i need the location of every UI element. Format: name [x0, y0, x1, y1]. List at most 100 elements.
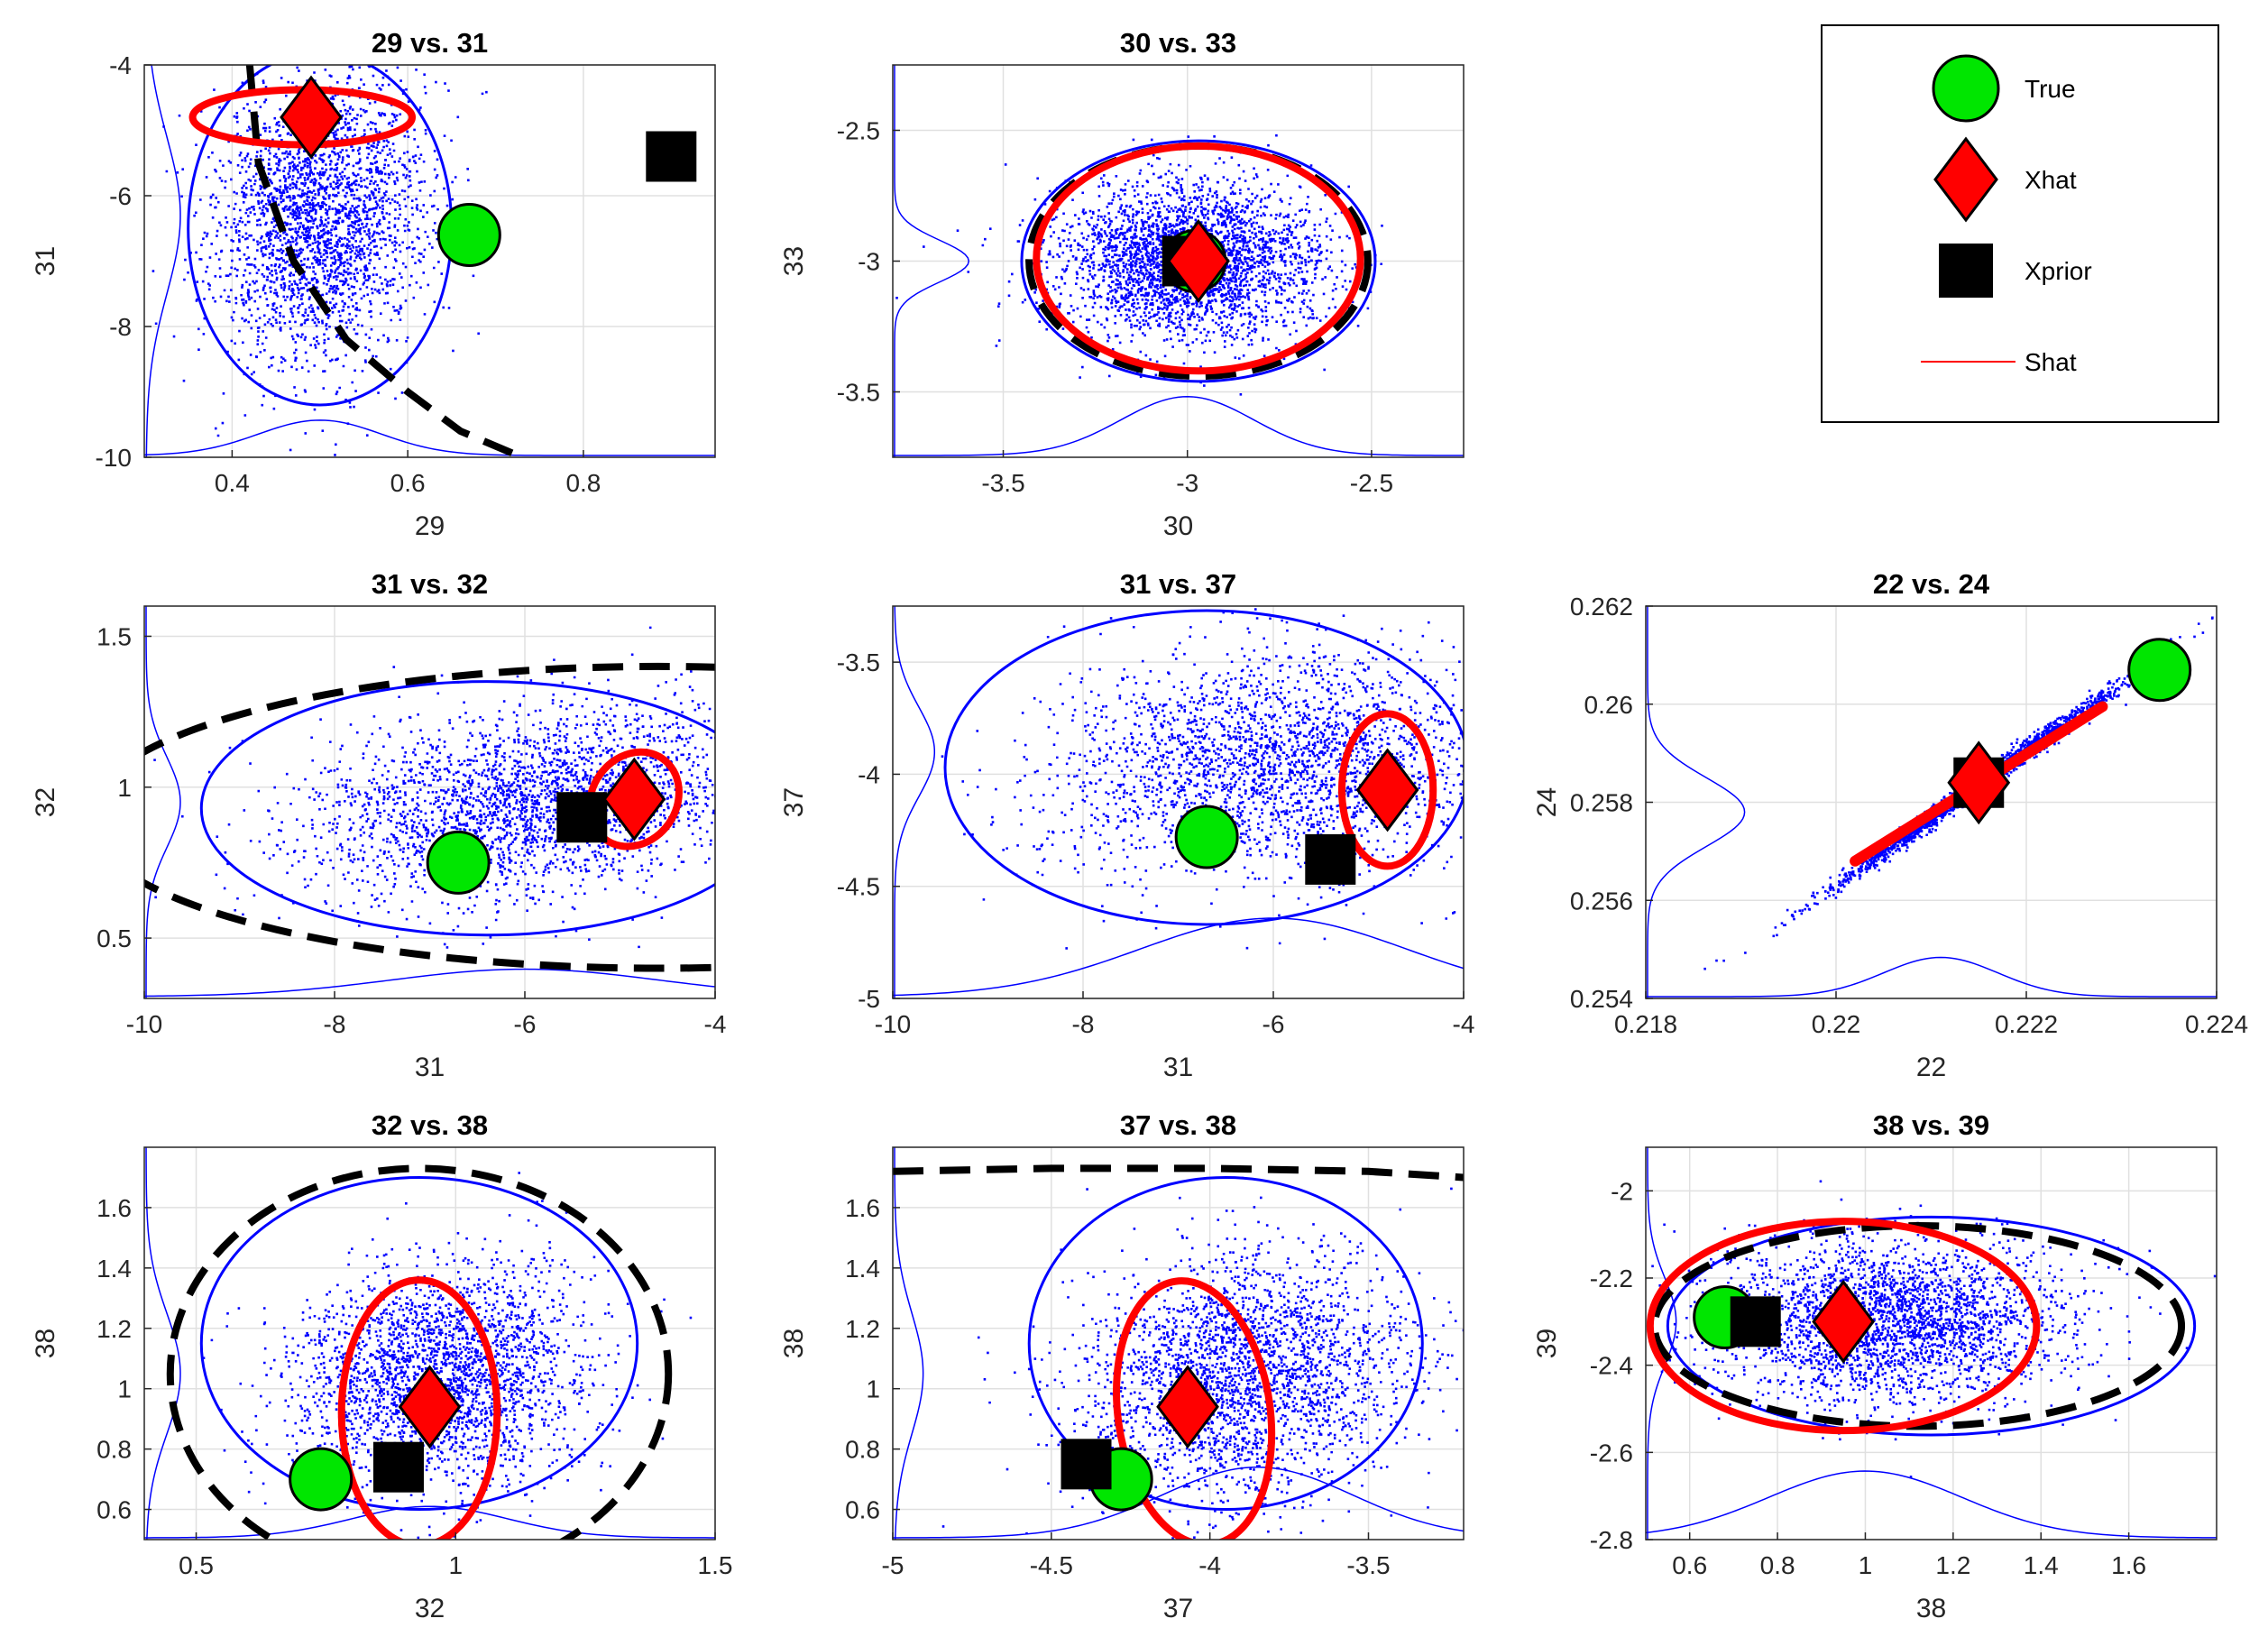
true-marker — [426, 830, 491, 895]
x-marginal-curve — [893, 917, 1464, 997]
legend-xhat-label: Xhat — [2025, 166, 2077, 194]
y-tick-label: -5 — [858, 985, 880, 1013]
x-tick-label: 0.8 — [565, 469, 601, 497]
x-tick-label: 0.6 — [390, 469, 426, 497]
scatter-points — [895, 133, 1383, 396]
legend-entry-true: True — [1932, 54, 2076, 123]
y-tick-label: -8 — [109, 313, 132, 341]
y-axis-label: 39 — [1532, 1329, 1562, 1358]
y-tick-label: 1.4 — [96, 1255, 132, 1283]
x-tick-label: 0.4 — [215, 469, 250, 497]
x-marginal-curve — [893, 1466, 1464, 1539]
y-marginal-curve — [1647, 1147, 1677, 1540]
x-tick-label: 1.2 — [1935, 1551, 1970, 1579]
subplot-title: 31 vs. 32 — [372, 568, 488, 600]
y-tick-label: 1 — [866, 1375, 880, 1403]
xhat-marker — [280, 75, 343, 160]
y-axis-label: 37 — [779, 787, 809, 817]
subplot-1: 0.4 0.6 0.8 -10 -8 -6 -4 29 vs. 31 29 31 — [31, 27, 716, 541]
x-tick-label: -3 — [1176, 469, 1198, 497]
plot-content — [893, 606, 1464, 998]
x-axis-label: 32 — [415, 1594, 445, 1623]
y-tick-label: 0.262 — [1570, 593, 1633, 621]
plot-content — [144, 1147, 715, 1540]
xprior-marker — [372, 1441, 424, 1493]
x-tick-label: -6 — [514, 1010, 537, 1038]
x-tick-label: -10 — [875, 1010, 911, 1038]
xprior-marker — [646, 131, 697, 182]
y-tick-label: 1.5 — [96, 622, 132, 650]
y-tick-label: 0.26 — [1584, 691, 1634, 719]
y-tick-label: -2.8 — [1590, 1526, 1633, 1554]
subplot-title: 32 vs. 38 — [372, 1109, 488, 1141]
x-tick-label: 1.4 — [2024, 1551, 2059, 1579]
y-tick-label: -4 — [858, 760, 880, 788]
x-axis-label: 29 — [415, 511, 445, 541]
y-tick-label: -2.4 — [1590, 1352, 1633, 1380]
prior-contour — [166, 1164, 673, 1540]
xprior-marker — [556, 792, 608, 843]
plot-content — [144, 606, 715, 998]
prior-contour — [144, 662, 715, 972]
legend-entry-shat: Shat — [1921, 348, 2077, 376]
x-tick-label: 0.5 — [179, 1551, 214, 1579]
y-tick-label: 0.8 — [96, 1436, 132, 1464]
y-tick-label: 0.254 — [1570, 985, 1633, 1013]
y-tick-label: 1.6 — [96, 1194, 132, 1222]
plot-content — [893, 65, 1464, 457]
y-tick-label: 1 — [117, 774, 132, 802]
y-marginal-curve — [145, 1147, 181, 1540]
xprior-marker — [1061, 1439, 1112, 1490]
legend-xprior-label: Xprior — [2025, 257, 2092, 285]
subplots: 0.4 0.6 0.8 -10 -8 -6 -4 29 vs. 31 29 31 -3.5 -3 -2.… — [31, 27, 2248, 1623]
y-marginal-curve — [145, 606, 181, 998]
axes-box — [143, 64, 716, 458]
x-marginal-curve — [144, 968, 715, 998]
y-marginal-curve — [894, 1147, 924, 1540]
plot-area — [144, 65, 715, 457]
axis-ticks: -5 -4.5 -4 -3.5 0.6 0.8 1 1.2 1.4 1.6 — [845, 1194, 1391, 1579]
axes-box — [143, 605, 716, 999]
subplot-2: -3.5 -3 -2.5 -3.5 -3 -2.5 30 vs. 33 30 33 — [779, 27, 1465, 541]
scatter-contour — [199, 680, 715, 937]
axis-ticks: 0.4 0.6 0.8 -10 -8 -6 -4 — [96, 51, 601, 497]
y-tick-label: -2.6 — [1590, 1439, 1633, 1467]
x-tick-label: 1.5 — [698, 1551, 733, 1579]
subplot-title: 30 vs. 33 — [1120, 27, 1236, 59]
x-tick-label: -6 — [1263, 1010, 1285, 1038]
axes-box — [892, 605, 1465, 999]
plot-content — [144, 65, 715, 457]
subplot-title: 38 vs. 39 — [1873, 1109, 1989, 1141]
true-marker — [1174, 805, 1239, 869]
xhat-marker — [1812, 1279, 1875, 1364]
x-axis-label: 37 — [1163, 1594, 1193, 1623]
subplot-6: 0.5 1 1.5 0.6 0.8 1 1.2 1.4 1.6 32 vs. 38 32 38 — [31, 1109, 732, 1623]
plot-content — [1646, 1147, 2217, 1540]
x-axis-label: 30 — [1163, 511, 1193, 541]
y-tick-label: -4 — [109, 51, 132, 79]
xhat-marker — [1156, 1365, 1219, 1449]
y-tick-label: 1.4 — [845, 1255, 880, 1283]
x-tick-label: 1 — [1859, 1551, 1873, 1579]
x-tick-label: 1 — [448, 1551, 463, 1579]
true-marker — [436, 203, 501, 267]
y-tick-label: 0.6 — [96, 1496, 132, 1524]
y-tick-label: 0.5 — [96, 924, 132, 952]
subplot-5: 0.218 0.22 0.222 0.224 0.254 0.256 0.258 0.26 0.… — [1532, 568, 2248, 1082]
y-tick-label: 1 — [117, 1375, 132, 1403]
y-tick-label: -3 — [858, 248, 880, 276]
scatter-contour — [943, 609, 1464, 926]
legend: True Xhat Xprior Shat — [1821, 24, 2219, 423]
subplot-4: -10 -8 -6 -4 -5 -4.5 -4 -3.5 31 vs. 37 31 37 — [779, 568, 1474, 1082]
x-tick-label: 0.6 — [1672, 1551, 1707, 1579]
y-tick-label: 0.258 — [1570, 789, 1633, 817]
x-axis-label: 31 — [1163, 1053, 1193, 1082]
prior-contour — [1650, 1222, 2186, 1430]
y-tick-label: -3.5 — [837, 648, 880, 676]
legend-entry-xhat: Xhat — [1933, 136, 2077, 223]
x-tick-label: -8 — [1072, 1010, 1095, 1038]
subplot-title: 22 vs. 24 — [1873, 568, 1990, 600]
y-tick-label: -3.5 — [837, 379, 880, 407]
true-marker — [2127, 638, 2192, 703]
shat-ellipse — [337, 1276, 501, 1540]
